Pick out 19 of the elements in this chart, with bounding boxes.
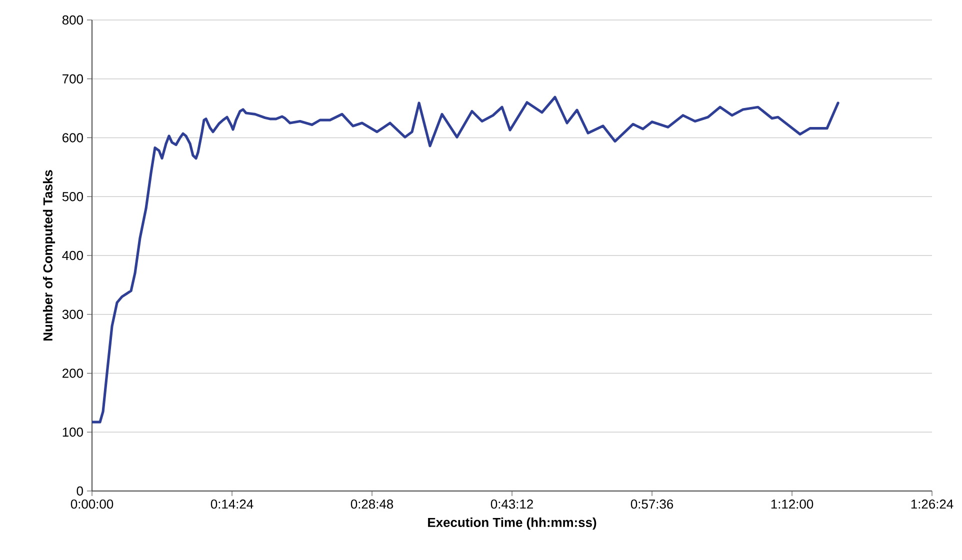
y-tick-label: 700 [62,74,83,84]
x-tick-label: 0:28:48 [350,500,394,509]
x-tick-label: 0:14:24 [210,500,254,509]
x-tick-label: 1:26:24 [911,500,954,509]
y-tick-label: 500 [62,192,83,202]
y-tick-label: 400 [62,250,83,260]
x-tick-label: 0:57:36 [630,500,674,509]
line-series [92,96,840,424]
y-tick-label: 100 [62,428,83,437]
y-tick-label: 0 [76,486,83,496]
x-tick-label: 1:12:00 [771,500,814,509]
y-axis-title: Number of Computed Tasks [42,170,56,340]
x-tick-label: 0:00:00 [70,500,114,509]
y-tick-label: 800 [62,15,83,25]
y-tick-label: 300 [62,310,83,319]
x-axis-title: Execution Time (hh:mm:ss) [428,518,596,530]
y-tick-label: 600 [62,133,83,142]
x-tick-label: 0:43:12 [490,500,533,509]
y-tick-label: 200 [62,368,83,378]
